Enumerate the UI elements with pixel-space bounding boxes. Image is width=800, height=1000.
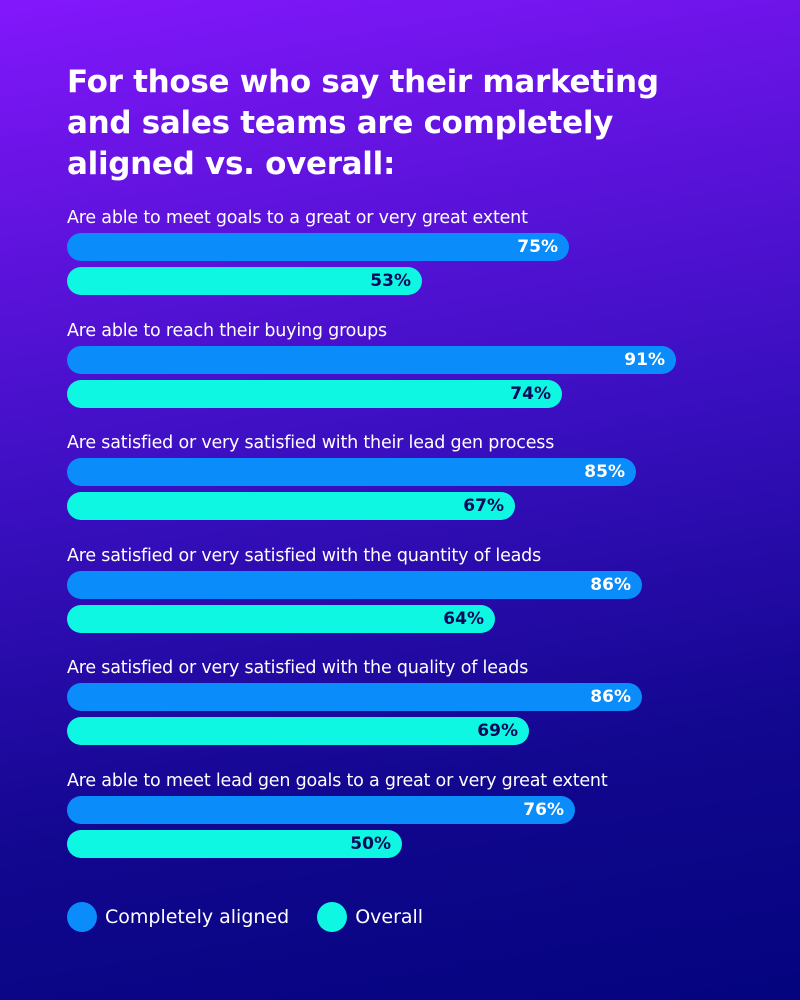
legend-label: Overall — [355, 906, 424, 928]
bar-group: Are satisfied or very satisfied with the… — [67, 657, 642, 745]
legend-label: Completely aligned — [105, 906, 290, 928]
bar-completely-aligned: 91% — [67, 346, 676, 374]
category-label: Are able to meet lead gen goals to a gre… — [67, 771, 608, 791]
bar-value: 76% — [523, 800, 564, 820]
bar-overall: 69% — [67, 717, 529, 745]
bar-value: 50% — [350, 834, 391, 854]
bar-group: Are able to reach their buying groups 91%… — [67, 320, 676, 408]
legend-item-overall: Overall — [317, 902, 423, 932]
bar-completely-aligned: 86% — [67, 571, 642, 599]
bar-value: 75% — [517, 237, 558, 257]
bar-overall: 50% — [67, 830, 402, 858]
category-label: Are satisfied or very satisfied with the… — [67, 433, 555, 453]
bar-value: 86% — [590, 575, 631, 595]
bar-overall: 74% — [67, 380, 562, 408]
legend: Completely aligned Overall — [67, 902, 451, 932]
bar-completely-aligned: 86% — [67, 683, 642, 711]
bar-value: 91% — [624, 350, 665, 370]
bar-completely-aligned: 75% — [67, 233, 569, 261]
legend-dot-cyan-icon — [317, 902, 348, 932]
bar-completely-aligned: 76% — [67, 796, 575, 824]
category-label: Are satisfied or very satisfied with the… — [67, 546, 541, 566]
bar-value: 64% — [443, 609, 484, 629]
bar-value: 74% — [510, 384, 551, 404]
bar-value: 53% — [370, 271, 411, 291]
category-label: Are able to reach their buying groups — [67, 321, 387, 341]
category-label: Are satisfied or very satisfied with the… — [67, 658, 529, 678]
bar-group: Are satisfied or very satisfied with the… — [67, 432, 636, 520]
legend-item-completely-aligned: Completely aligned — [67, 902, 289, 932]
legend-dot-blue-icon — [67, 902, 97, 932]
bar-overall: 67% — [67, 492, 515, 520]
bar-overall: 64% — [67, 605, 495, 633]
bar-value: 85% — [584, 462, 625, 482]
bar-value: 67% — [463, 496, 504, 516]
bar-value: 69% — [477, 721, 518, 741]
bar-group: Are able to meet goals to a great or ver… — [67, 207, 569, 295]
bar-value: 86% — [590, 687, 631, 707]
bar-group: Are able to meet lead gen goals to a gre… — [67, 770, 608, 858]
chart-title: For those who say their marketing and sa… — [67, 64, 659, 182]
bar-completely-aligned: 85% — [67, 458, 636, 486]
bar-overall: 53% — [67, 267, 422, 295]
category-label: Are able to meet goals to a great or ver… — [67, 208, 528, 228]
bar-group: Are satisfied or very satisfied with the… — [67, 545, 642, 633]
